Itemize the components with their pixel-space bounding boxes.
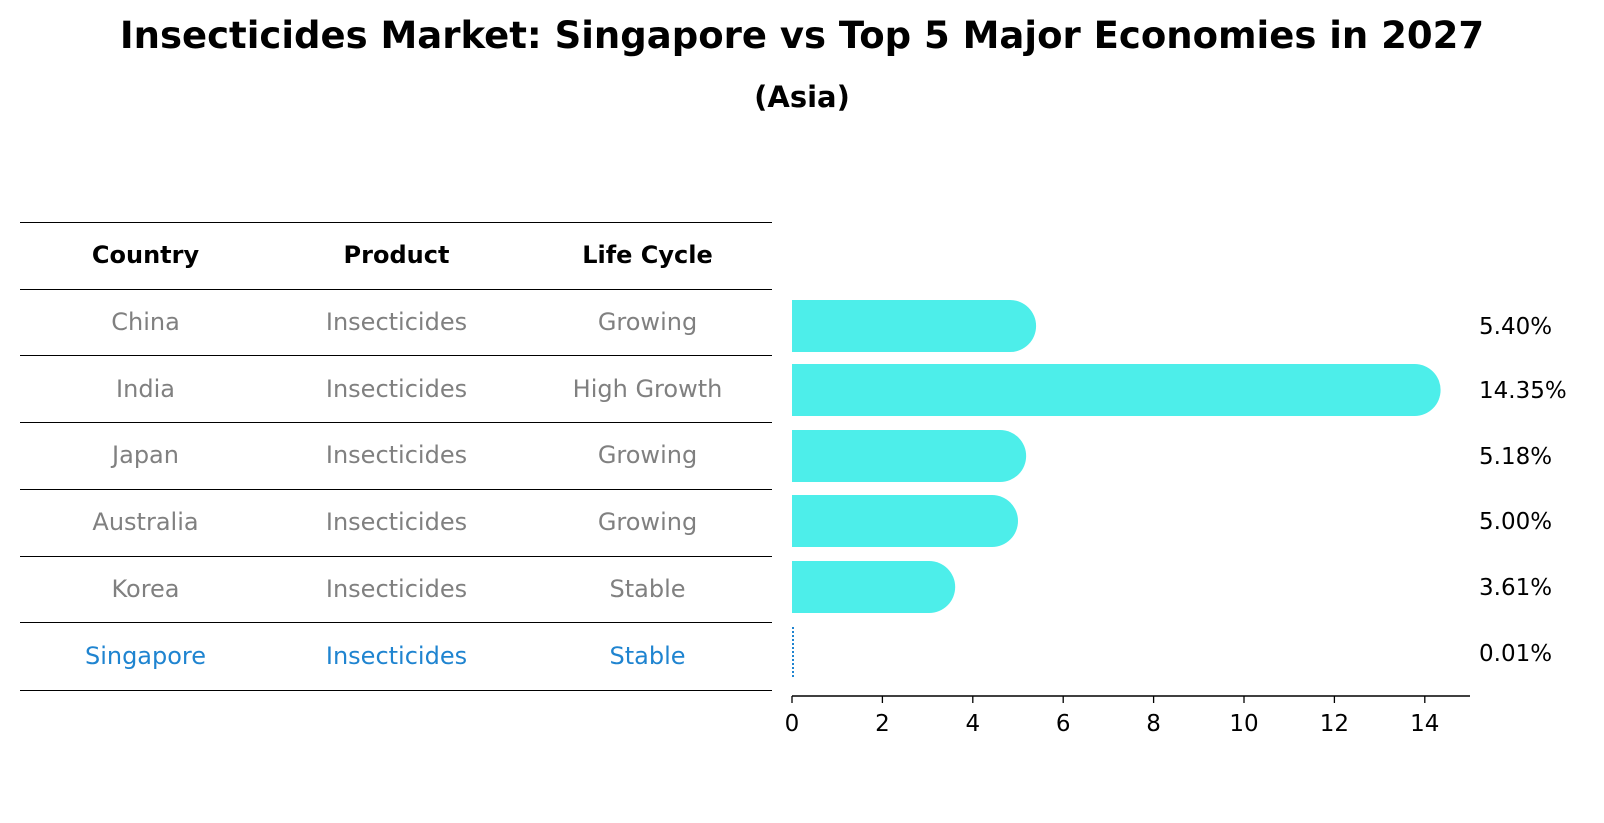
x-tick-label: 10 [1229,711,1258,737]
country-cell: India [116,375,175,403]
table-rule [20,489,772,490]
country-cell: Japan [112,441,179,469]
bar-india [792,364,1441,416]
column-header-product: Product [343,241,450,269]
value-label: 14.35% [1479,378,1567,404]
product-cell: Insecticides [325,508,468,536]
x-tick-label: 4 [965,711,980,737]
column-header-country: Country [91,241,200,269]
product-cell: Insecticides [325,375,468,403]
x-tick-label: 0 [785,711,800,737]
x-tick-label: 14 [1410,711,1439,737]
life-cycle-cell: Growing [597,308,698,336]
x-tick-label: 6 [1056,711,1071,737]
value-label: 3.61% [1479,575,1552,601]
value-label: 5.00% [1479,509,1552,535]
life-cycle-cell: Growing [597,508,698,536]
bar-japan [792,430,1027,482]
table-rule [20,289,772,290]
chart-title: Insecticides Market: Singapore vs Top 5 … [119,14,1485,57]
life-cycle-cell: Growing [597,441,698,469]
country-cell-highlight: Singapore [84,642,207,670]
bar-australia [792,495,1018,547]
table-rule [20,622,772,623]
bar-korea [792,561,956,613]
bar-china [792,300,1037,352]
table-rule [20,222,772,223]
column-header-life-cycle: Life Cycle [582,241,713,269]
x-tick-label: 8 [1146,711,1161,737]
table-rule [20,422,772,423]
table-rule [20,355,772,356]
product-cell: Insecticides [325,308,468,336]
x-tick-label: 2 [875,711,890,737]
country-cell: China [111,308,180,336]
table-rule [20,556,772,557]
life-cycle-cell: Stable [609,575,686,603]
x-tick-label: 12 [1320,711,1349,737]
life-cycle-cell: High Growth [572,375,723,403]
country-cell: Australia [92,508,199,536]
table-rule [20,690,772,691]
value-label: 0.01% [1479,641,1552,667]
value-label: 5.18% [1479,444,1552,470]
product-cell-highlight: Insecticides [325,642,468,670]
life-cycle-cell-highlight: Stable [609,642,686,670]
value-label: 5.40% [1479,314,1552,340]
product-cell: Insecticides [325,441,468,469]
product-cell: Insecticides [325,575,468,603]
chart-subtitle: (Asia) [754,80,850,114]
country-cell: Korea [111,575,180,603]
